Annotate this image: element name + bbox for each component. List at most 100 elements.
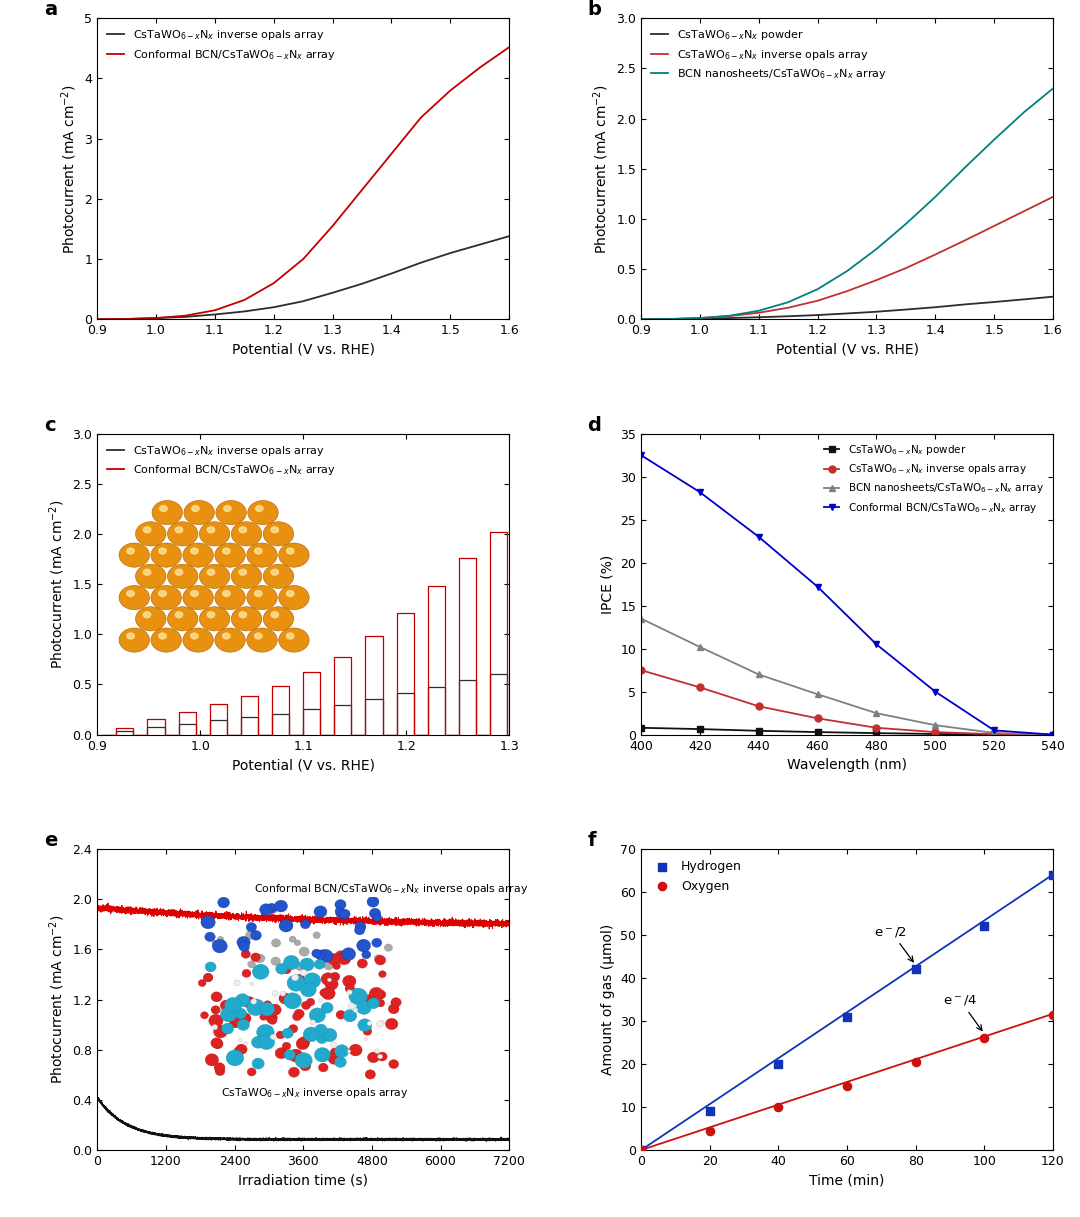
BCN nanosheets/CsTaWO$_{6-x}$N$_x$ array bbox=[693, 640, 706, 655]
CsTaWO$_{6-x}$N$_x$ powder bbox=[870, 725, 883, 740]
CsTaWO$_{6-x}$N$_x$ powder bbox=[753, 723, 766, 738]
BCN nanosheets/CsTaWO$_{6-x}$N$_x$ array bbox=[988, 725, 1001, 740]
X-axis label: Wavelength (nm): Wavelength (nm) bbox=[787, 758, 907, 772]
CsTaWO$_{6-x}$N$_x$ powder bbox=[635, 312, 648, 326]
Conformal BCN/CsTaWO$_{6-x}$N$_x$ array bbox=[811, 579, 824, 594]
Oxygen bbox=[701, 1121, 718, 1140]
CsTaWO$_{6-x}$N$_x$ inverse opals array bbox=[958, 234, 971, 248]
CsTaWO$_{6-x}$N$_x$ powder bbox=[900, 302, 913, 316]
Conformal BCN/CsTaWO$_{6-x}$N$_x$ array bbox=[870, 636, 883, 651]
CsTaWO$_{6-x}$N$_x$ powder bbox=[811, 308, 824, 323]
Y-axis label: Amount of gas (μmol): Amount of gas (μmol) bbox=[600, 924, 615, 1075]
Hydrogen bbox=[838, 1006, 855, 1026]
BCN nanosheets/CsTaWO$_{6-x}$N$_x$ array bbox=[929, 718, 942, 733]
BCN nanosheets/CsTaWO$_{6-x}$N$_x$ array bbox=[664, 312, 677, 326]
CsTaWO$_{6-x}$N$_x$ powder bbox=[811, 725, 824, 740]
Conformal BCN/CsTaWO$_{6-x}$N$_x$ array bbox=[297, 252, 310, 267]
CsTaWO$_{6-x}$N$_x$ inverse opals array bbox=[811, 293, 824, 308]
Line: CsTaWO$_{6-x}$N$_x$ inverse opals array: CsTaWO$_{6-x}$N$_x$ inverse opals array bbox=[97, 236, 509, 319]
Text: Conformal BCN/CsTaWO$_{6-x}$N$_x$ inverse opals array: Conformal BCN/CsTaWO$_{6-x}$N$_x$ invers… bbox=[254, 882, 528, 896]
X-axis label: Irradiation time (s): Irradiation time (s) bbox=[239, 1173, 368, 1188]
CsTaWO$_{6-x}$N$_x$ powder bbox=[1017, 292, 1030, 307]
CsTaWO$_{6-x}$N$_x$ powder bbox=[929, 727, 942, 741]
CsTaWO$_{6-x}$N$_x$ inverse opals array bbox=[149, 310, 162, 325]
Conformal BCN/CsTaWO$_{6-x}$N$_x$ array bbox=[91, 312, 104, 326]
X-axis label: Time (min): Time (min) bbox=[809, 1173, 885, 1188]
CsTaWO$_{6-x}$N$_x$ inverse opals array bbox=[693, 680, 706, 695]
Hydrogen bbox=[701, 1101, 718, 1121]
CsTaWO$_{6-x}$N$_x$ inverse opals array bbox=[870, 273, 883, 287]
X-axis label: Potential (V vs. RHE): Potential (V vs. RHE) bbox=[232, 343, 375, 357]
CsTaWO$_{6-x}$N$_x$ inverse opals array bbox=[753, 305, 766, 320]
Oxygen bbox=[770, 1098, 787, 1117]
Conformal BCN/CsTaWO$_{6-x}$N$_x$ array bbox=[415, 111, 428, 125]
Conformal BCN/CsTaWO$_{6-x}$N$_x$ array bbox=[355, 183, 368, 197]
Hydrogen bbox=[633, 1140, 650, 1160]
BCN nanosheets/CsTaWO$_{6-x}$N$_x$ array bbox=[870, 706, 883, 720]
CsTaWO$_{6-x}$N$_x$ inverse opals array bbox=[355, 276, 368, 291]
CsTaWO$_{6-x}$N$_x$ inverse opals array bbox=[444, 246, 457, 260]
CsTaWO$_{6-x}$N$_x$ inverse opals array bbox=[120, 312, 133, 326]
CsTaWO$_{6-x}$N$_x$ powder bbox=[988, 295, 1001, 309]
Line: CsTaWO$_{6-x}$N$_x$ powder: CsTaWO$_{6-x}$N$_x$ powder bbox=[637, 724, 1056, 739]
Text: a: a bbox=[43, 0, 57, 19]
Y-axis label: IPCE (%): IPCE (%) bbox=[600, 555, 615, 613]
Conformal BCN/CsTaWO$_{6-x}$N$_x$ array bbox=[473, 61, 486, 75]
Hydrogen bbox=[1044, 865, 1062, 885]
Conformal BCN/CsTaWO$_{6-x}$N$_x$ array bbox=[384, 146, 397, 161]
BCN nanosheets/CsTaWO$_{6-x}$N$_x$ array bbox=[1017, 106, 1030, 120]
CsTaWO$_{6-x}$N$_x$ inverse opals array bbox=[297, 295, 310, 309]
CsTaWO$_{6-x}$N$_x$ powder bbox=[988, 728, 1001, 742]
Y-axis label: Photocurrent (mA cm$^{-2}$): Photocurrent (mA cm$^{-2}$) bbox=[48, 915, 67, 1084]
Conformal BCN/CsTaWO$_{6-x}$N$_x$ array bbox=[693, 484, 706, 499]
CsTaWO$_{6-x}$N$_x$ powder bbox=[1047, 290, 1059, 304]
CsTaWO$_{6-x}$N$_x$ powder bbox=[693, 312, 706, 326]
BCN nanosheets/CsTaWO$_{6-x}$N$_x$ array bbox=[753, 303, 766, 318]
CsTaWO$_{6-x}$N$_x$ inverse opals array bbox=[502, 229, 515, 243]
Oxygen bbox=[1044, 1005, 1062, 1025]
CsTaWO$_{6-x}$N$_x$ powder bbox=[753, 310, 766, 325]
CsTaWO$_{6-x}$N$_x$ inverse opals array bbox=[723, 309, 735, 324]
Conformal BCN/CsTaWO$_{6-x}$N$_x$ array bbox=[208, 303, 221, 318]
CsTaWO$_{6-x}$N$_x$ inverse opals array bbox=[91, 312, 104, 326]
Y-axis label: Photocurrent (mA cm$^{-2}$): Photocurrent (mA cm$^{-2}$) bbox=[48, 499, 67, 669]
Conformal BCN/CsTaWO$_{6-x}$N$_x$ array bbox=[502, 40, 515, 55]
CsTaWO$_{6-x}$N$_x$ inverse opals array bbox=[988, 727, 1001, 741]
CsTaWO$_{6-x}$N$_x$ inverse opals array bbox=[1017, 204, 1030, 219]
Conformal BCN/CsTaWO$_{6-x}$N$_x$ array bbox=[120, 312, 133, 326]
Oxygen bbox=[633, 1140, 650, 1160]
Conformal BCN/CsTaWO$_{6-x}$N$_x$ array bbox=[149, 310, 162, 325]
CsTaWO$_{6-x}$N$_x$ inverse opals array bbox=[753, 699, 766, 713]
BCN nanosheets/CsTaWO$_{6-x}$N$_x$ array bbox=[929, 190, 942, 204]
BCN nanosheets/CsTaWO$_{6-x}$N$_x$ array bbox=[635, 312, 648, 326]
Line: Conformal BCN/CsTaWO$_{6-x}$N$_x$ array: Conformal BCN/CsTaWO$_{6-x}$N$_x$ array bbox=[637, 452, 1056, 739]
CsTaWO$_{6-x}$N$_x$ inverse opals array bbox=[267, 299, 280, 314]
BCN nanosheets/CsTaWO$_{6-x}$N$_x$ array bbox=[870, 242, 883, 257]
Text: f: f bbox=[588, 831, 596, 849]
Oxygen bbox=[838, 1076, 855, 1095]
Hydrogen bbox=[907, 960, 924, 980]
Line: CsTaWO$_{6-x}$N$_x$ powder: CsTaWO$_{6-x}$N$_x$ powder bbox=[642, 297, 1053, 319]
BCN nanosheets/CsTaWO$_{6-x}$N$_x$ array bbox=[811, 686, 824, 701]
CsTaWO$_{6-x}$N$_x$ inverse opals array bbox=[179, 309, 192, 324]
Line: CsTaWO$_{6-x}$N$_x$ inverse opals array: CsTaWO$_{6-x}$N$_x$ inverse opals array bbox=[642, 197, 1053, 319]
Conformal BCN/CsTaWO$_{6-x}$N$_x$ array bbox=[929, 684, 942, 699]
CsTaWO$_{6-x}$N$_x$ powder bbox=[1047, 728, 1059, 742]
CsTaWO$_{6-x}$N$_x$ inverse opals array bbox=[929, 247, 942, 262]
BCN nanosheets/CsTaWO$_{6-x}$N$_x$ array bbox=[811, 282, 824, 297]
CsTaWO$_{6-x}$N$_x$ inverse opals array bbox=[635, 663, 648, 678]
CsTaWO$_{6-x}$N$_x$ inverse opals array bbox=[473, 237, 486, 252]
CsTaWO$_{6-x}$N$_x$ inverse opals array bbox=[238, 304, 251, 319]
CsTaWO$_{6-x}$N$_x$ inverse opals array bbox=[635, 312, 648, 326]
Legend: CsTaWO$_{6-x}$N$_x$ powder, CsTaWO$_{6-x}$N$_x$ inverse opals array, BCN nanoshe: CsTaWO$_{6-x}$N$_x$ powder, CsTaWO$_{6-x… bbox=[647, 24, 891, 86]
CsTaWO$_{6-x}$N$_x$ inverse opals array bbox=[664, 312, 677, 326]
Line: Conformal BCN/CsTaWO$_{6-x}$N$_x$ array: Conformal BCN/CsTaWO$_{6-x}$N$_x$ array bbox=[97, 47, 509, 319]
Oxygen bbox=[907, 1053, 924, 1072]
Line: CsTaWO$_{6-x}$N$_x$ inverse opals array: CsTaWO$_{6-x}$N$_x$ inverse opals array bbox=[637, 667, 1056, 739]
CsTaWO$_{6-x}$N$_x$ powder bbox=[723, 310, 735, 325]
Oxygen bbox=[975, 1028, 993, 1048]
Legend: Hydrogen, Oxygen: Hydrogen, Oxygen bbox=[647, 856, 747, 898]
Conformal BCN/CsTaWO$_{6-x}$N$_x$ array bbox=[267, 276, 280, 291]
Y-axis label: Photocurrent (mA cm$^{-2}$): Photocurrent (mA cm$^{-2}$) bbox=[59, 84, 79, 253]
CsTaWO$_{6-x}$N$_x$ inverse opals array bbox=[415, 256, 428, 270]
